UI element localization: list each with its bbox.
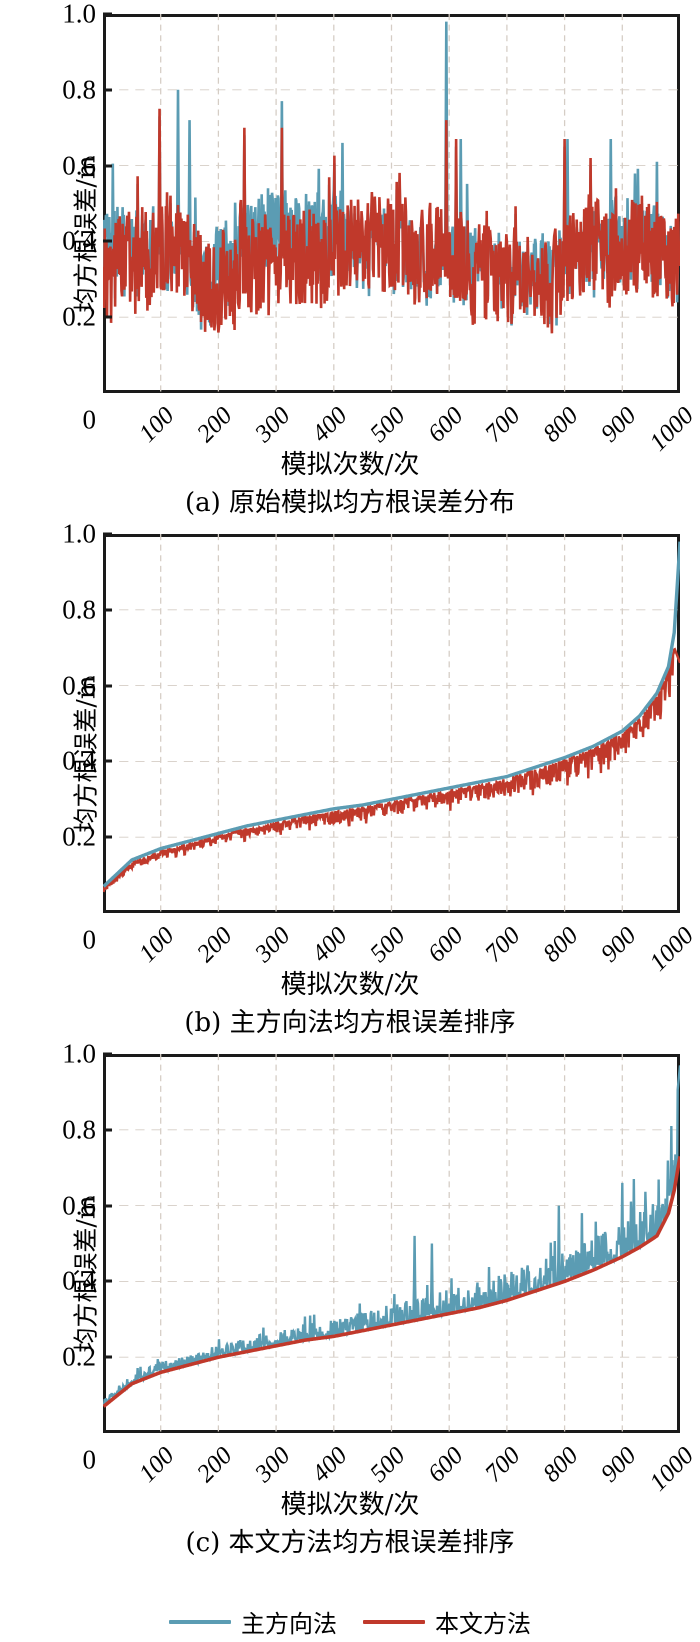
x-tick-label: 700: [480, 402, 526, 448]
x-tick-label: 400: [307, 402, 353, 448]
x-tick-label: 300: [249, 922, 296, 968]
x-tick-label: 300: [249, 402, 296, 448]
y-tick-label: 0.6: [62, 670, 96, 701]
plot-area-c: 1.0 0.8 0.6 0.4 0.2 0 100 200 300 400 50…: [62, 1040, 699, 1496]
x-tick-label: 600: [422, 922, 469, 968]
x-tick-label: 800: [538, 402, 584, 448]
y-tick-label: 0.4: [62, 225, 96, 256]
legend-swatch-red: [363, 1619, 425, 1624]
x-tick-label: 500: [364, 1442, 411, 1488]
series-line-blue-c: [104, 1065, 680, 1405]
legend: 主方向法 本文方法: [0, 1604, 700, 1639]
legend-item-proposed-method: 本文方法: [363, 1604, 531, 1639]
legend-item-principal-direction: 主方向法: [169, 1604, 337, 1639]
x-tick-label: 800: [538, 922, 584, 968]
y-tick-label-zero: 0: [82, 1444, 97, 1475]
y-tick-label: 1.0: [62, 518, 96, 549]
y-tick-label: 0.8: [62, 594, 96, 625]
legend-label: 主方向法: [241, 1610, 337, 1638]
y-tick-label: 0.8: [62, 74, 96, 105]
x-tick-label: 100: [134, 402, 180, 448]
x-tick-label: 100: [134, 1442, 180, 1488]
panel-c: 均方根误差/m: [0, 1040, 700, 1520]
x-tick-label: 800: [538, 1442, 584, 1488]
y-tick-label-zero: 0: [82, 924, 97, 955]
caption-b: (b) 主方向法均方根误差排序: [184, 1008, 516, 1038]
plot-area-a: 1.0 0.8 0.6 0.4 0.2 0 100 200 300 400 50…: [62, 0, 699, 456]
chart-canvas-a: [103, 14, 680, 393]
y-tick-label: 0.6: [62, 1190, 96, 1221]
x-tick-label: 700: [480, 1442, 526, 1488]
x-tick-label: 300: [249, 1442, 296, 1488]
x-axis-title-b: 模拟次数/次: [280, 970, 420, 1000]
y-tick-label: 0.4: [62, 1265, 96, 1296]
y-tick-label: 0.2: [62, 301, 96, 332]
x-axis-title-a: 模拟次数/次: [280, 450, 420, 480]
gridlines-c: [103, 1054, 680, 1433]
y-tick-label: 0.6: [62, 150, 96, 181]
y-tick-label: 0.4: [62, 745, 96, 776]
x-tick-label: 400: [307, 922, 353, 968]
x-tick-label: 700: [480, 922, 526, 968]
caption-a: (a) 原始模拟均方根误差分布: [184, 488, 516, 518]
chart-canvas-b: [103, 534, 680, 913]
y-tick-label: 1.0: [62, 0, 96, 29]
panel-b: 均方根误差/m: [0, 520, 700, 1000]
x-tick-label: 900: [595, 1442, 642, 1488]
x-tick-label: 100: [134, 922, 180, 968]
y-tick-label: 1.0: [62, 1038, 96, 1069]
series-line-blue-b: [104, 542, 680, 887]
x-tick-label: 500: [364, 402, 411, 448]
gridlines-b: [103, 534, 680, 913]
x-tick-label: 900: [595, 922, 642, 968]
series-line-red-c: [104, 1156, 680, 1406]
x-tick-label: 400: [307, 1442, 353, 1488]
y-tick-label-zero: 0: [82, 404, 97, 435]
plot-area-b: 1.0 0.8 0.6 0.4 0.2 0 100 200 300 400 50…: [62, 520, 699, 976]
y-tick-label: 0.2: [62, 1341, 96, 1372]
x-axis-title-c: 模拟次数/次: [280, 1490, 420, 1520]
x-tick-label: 200: [191, 922, 238, 968]
series-line-red-a: [104, 109, 680, 334]
y-tick-label: 0.2: [62, 821, 96, 852]
axes-frame-a: [103, 14, 680, 393]
chart-canvas-c: [103, 1054, 680, 1433]
x-tick-label: 200: [191, 402, 238, 448]
series-line-red-b: [104, 649, 680, 892]
x-tick-label: 200: [191, 1442, 238, 1488]
x-tick-label: 900: [595, 402, 642, 448]
axes-frame-b: [103, 534, 680, 913]
x-tick-label: 600: [422, 1442, 469, 1488]
caption-c: (c) 本文方法均方根误差排序: [185, 1528, 515, 1558]
legend-label: 本文方法: [435, 1610, 531, 1638]
x-tick-label: 600: [422, 402, 469, 448]
panel-a: 均方根误差/m: [0, 0, 700, 480]
legend-swatch-blue: [169, 1619, 231, 1624]
x-tick-label: 500: [364, 922, 411, 968]
y-tick-label: 0.8: [62, 1114, 96, 1145]
